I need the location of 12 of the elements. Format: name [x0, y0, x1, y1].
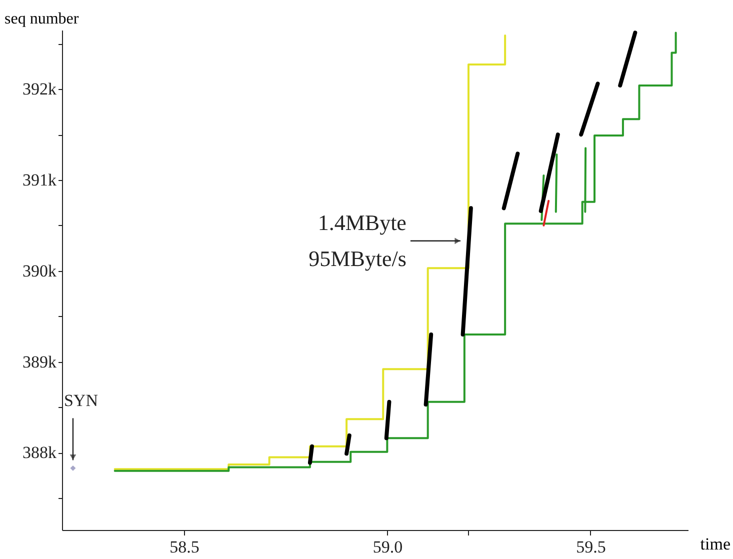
annotation: 1.4MByte 95MByte/s	[308, 210, 406, 271]
y-tick-label: 388k	[22, 443, 57, 462]
y-tick-label: 391k	[22, 170, 57, 190]
annotation: SYN	[64, 391, 98, 410]
y-axis-title: seq number	[4, 10, 80, 28]
y-tick-label: 392k	[22, 80, 57, 99]
x-axis-title: time	[700, 534, 730, 554]
y-tick-label: 389k	[22, 352, 57, 372]
y-tick-label: 390k	[22, 261, 57, 280]
x-tick-label: 58.5	[170, 538, 200, 556]
x-tick-label: 59.5	[576, 538, 606, 556]
x-tick-label: 59.0	[372, 538, 403, 556]
